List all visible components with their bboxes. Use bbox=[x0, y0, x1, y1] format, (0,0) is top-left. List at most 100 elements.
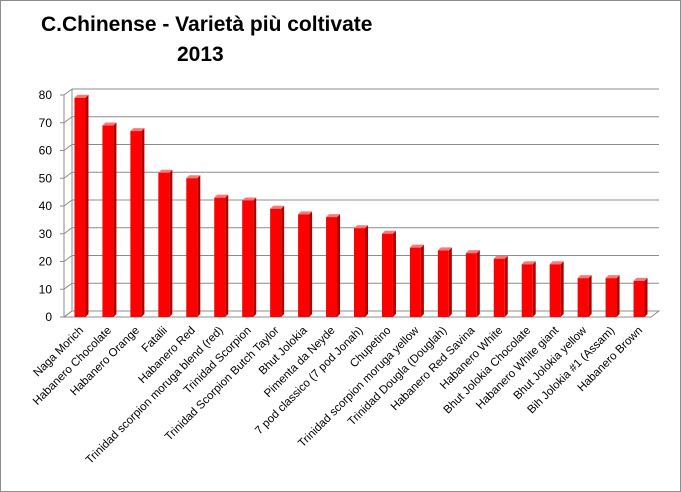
bar bbox=[437, 247, 452, 317]
bar-front bbox=[326, 217, 338, 317]
y-tick-label: 30 bbox=[39, 227, 53, 241]
bar-side bbox=[225, 194, 229, 317]
gridline-depth bbox=[63, 227, 73, 235]
bar-top bbox=[521, 261, 536, 265]
gridline-depth bbox=[63, 144, 73, 151]
bar-front bbox=[521, 264, 533, 317]
bar-side bbox=[141, 128, 145, 317]
bar-front bbox=[633, 280, 645, 317]
bar-top bbox=[633, 277, 648, 281]
bar-top bbox=[158, 169, 173, 173]
bar bbox=[605, 275, 620, 317]
bar-top bbox=[409, 244, 424, 248]
bar-side bbox=[476, 250, 480, 317]
chart-title: C.Chinense - Varietà più coltivate bbox=[41, 13, 373, 36]
gridline-depth bbox=[63, 88, 73, 96]
bar-side bbox=[169, 169, 173, 317]
gridline-depth bbox=[63, 255, 73, 262]
bar bbox=[158, 169, 173, 317]
bar-side bbox=[309, 211, 313, 317]
bar-front bbox=[214, 197, 226, 317]
y-tick-label: 40 bbox=[39, 199, 53, 213]
bar-side bbox=[365, 225, 368, 317]
bar-front bbox=[409, 247, 421, 317]
gridline-depth bbox=[63, 171, 73, 179]
bar-top bbox=[270, 205, 285, 209]
bar-top bbox=[242, 197, 257, 201]
bar-side bbox=[644, 277, 648, 317]
bar bbox=[102, 122, 117, 318]
bar bbox=[74, 94, 89, 318]
bar-side bbox=[616, 275, 620, 317]
bar bbox=[381, 230, 396, 317]
bar bbox=[186, 175, 201, 317]
bar-side bbox=[560, 261, 564, 317]
y-tick-label: 50 bbox=[39, 171, 53, 185]
bar bbox=[577, 275, 592, 317]
y-tick-label: 60 bbox=[39, 144, 53, 158]
bar bbox=[409, 244, 424, 317]
bar bbox=[633, 277, 648, 317]
y-tick-label: 70 bbox=[39, 116, 53, 130]
bar-top bbox=[354, 225, 368, 229]
bar-front bbox=[186, 178, 198, 317]
bar-side bbox=[420, 244, 424, 317]
bar-top bbox=[74, 94, 89, 98]
bar-front bbox=[158, 172, 170, 317]
bar-side bbox=[448, 247, 452, 317]
bar-front bbox=[577, 278, 589, 317]
bar-side bbox=[113, 122, 117, 318]
gridline-depth bbox=[63, 199, 73, 207]
bar-top bbox=[549, 261, 564, 265]
gridline-depth bbox=[63, 310, 73, 318]
bar-side bbox=[281, 205, 285, 317]
bar bbox=[521, 261, 536, 317]
bar-front bbox=[102, 125, 114, 318]
bar-side bbox=[532, 261, 536, 317]
bar-front bbox=[605, 278, 617, 317]
y-tick-label: 10 bbox=[39, 282, 53, 296]
bar-top bbox=[214, 194, 229, 198]
bar bbox=[465, 250, 480, 317]
bar-side bbox=[337, 214, 341, 317]
bar-side bbox=[392, 230, 396, 317]
bar-front bbox=[298, 214, 310, 317]
bar bbox=[242, 197, 257, 317]
bar-front bbox=[381, 233, 393, 317]
chart-subtitle: 2013 bbox=[177, 43, 224, 66]
bar bbox=[549, 261, 564, 317]
bar-top bbox=[605, 275, 620, 279]
bar-side bbox=[504, 255, 508, 317]
y-tick-label: 0 bbox=[45, 310, 52, 324]
bar-top bbox=[577, 275, 592, 279]
y-tick-label: 20 bbox=[39, 255, 53, 269]
bar-side bbox=[253, 197, 257, 317]
bar-front bbox=[437, 250, 449, 317]
bar bbox=[493, 255, 508, 317]
bar-side bbox=[588, 275, 592, 317]
bar-top bbox=[437, 247, 452, 251]
bar-top bbox=[186, 175, 201, 179]
gridline-depth bbox=[63, 116, 73, 124]
bar-front bbox=[549, 264, 561, 317]
bar bbox=[326, 214, 341, 317]
bar-front bbox=[354, 228, 365, 317]
bar-top bbox=[298, 211, 313, 215]
bar-front bbox=[465, 253, 477, 317]
bar-top bbox=[381, 230, 396, 234]
bar bbox=[130, 128, 145, 317]
y-tick-label: 80 bbox=[39, 88, 53, 102]
bar-top bbox=[102, 122, 117, 126]
bar-front bbox=[130, 131, 142, 317]
bar-top bbox=[130, 128, 145, 132]
bar bbox=[298, 211, 313, 317]
bar-side bbox=[85, 94, 89, 318]
bar-top bbox=[326, 214, 341, 218]
bar-front bbox=[242, 200, 254, 317]
bar bbox=[354, 225, 368, 317]
bar bbox=[270, 205, 285, 317]
bars bbox=[74, 94, 648, 318]
bar-front bbox=[74, 97, 86, 318]
gridline-depth bbox=[63, 282, 73, 290]
